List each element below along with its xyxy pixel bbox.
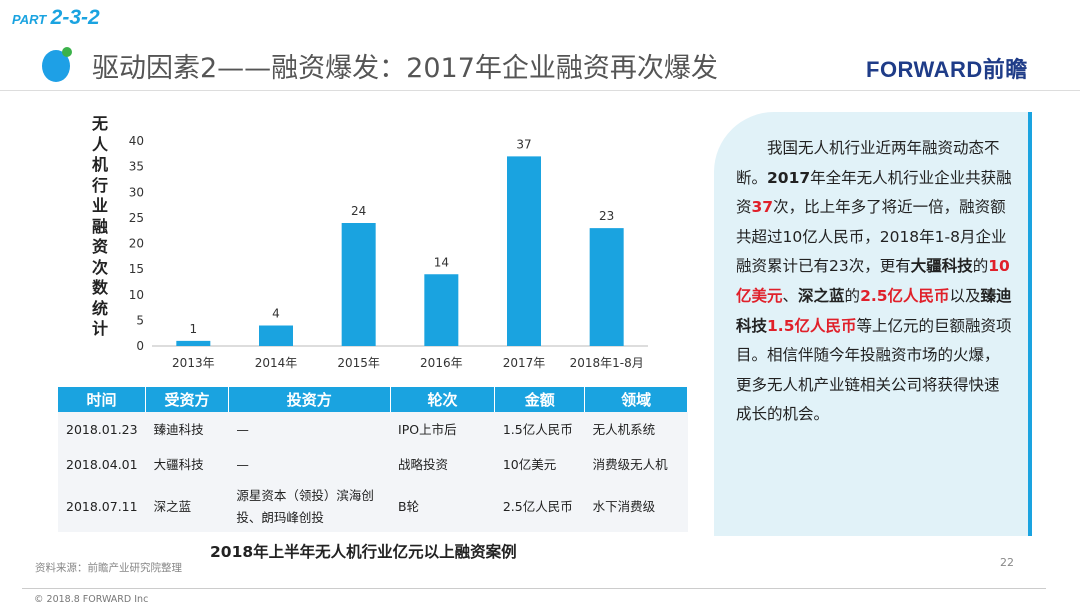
table-cell: 2018.07.11 [66,499,138,514]
brand-logo: FORWARD前瞻 [866,57,1028,82]
data-label: 4 [272,307,280,321]
table-cell: 2018.04.01 [66,457,138,472]
panel-text-segment: 我国无人机行业近两年融资动态不断。 [736,139,1000,187]
panel-text-segment: 深之蓝 [798,286,845,305]
y-tick-label: 30 [129,185,144,199]
part-label: PART 2-3-2 [12,6,100,30]
y-tick-label: 40 [129,134,144,148]
column-header: 时间 [58,387,147,412]
bar-2 [341,223,376,346]
table-row: 2018.04.01 大疆科技 — 战略投资 10亿美元 消费级无人机 [58,448,688,482]
x-tick-label: 2013年 [172,356,215,370]
part-number: 2-3-2 [50,6,100,29]
x-tick-label: 2014年 [255,356,298,370]
chart-ylabel: 无人机行业融资次数统计 [91,114,108,338]
data-label: 24 [351,204,366,218]
data-label: 37 [516,137,531,151]
panel-text-segment: 大疆科技 [910,257,973,276]
page-title: 驱动因素2——融资爆发：2017年企业融资再次爆发 [92,53,718,84]
column-header: 受资方 [145,387,229,412]
table-cell: — [236,422,249,437]
x-tick-label: 2017年 [503,356,546,370]
table-cell: 无人机系统 [592,422,656,437]
table-row: 2018.07.11 深之蓝 源星资本（领投）滨海创投、朗玛峰创投 B轮 2.5亿人民币… [58,482,688,532]
summary-panel: 我国无人机行业近两年融资动态不断。2017年全年无人机行业企业共获融资37次，比… [714,112,1032,536]
panel-text-segment: 1.5亿人民币 [767,316,857,335]
column-header: 金额 [494,387,586,412]
table-cell: 1.5亿人民币 [502,422,573,437]
bar-0 [176,340,211,346]
bar-5 [589,228,624,346]
table-cell: IPO上市后 [398,422,457,437]
page-number: 22 [1000,556,1014,569]
panel-text-segment: 的 [844,286,861,305]
table-cell: 消费级无人机 [592,457,668,472]
panel-text-segment: 、 [782,286,799,305]
table-cell: 战略投资 [398,457,449,472]
table-cell: 大疆科技 [153,457,204,472]
y-tick-label: 15 [129,262,144,276]
data-label: 1 [190,322,198,336]
panel-text-segment: 的 [972,257,989,276]
column-header: 轮次 [390,387,496,412]
y-tick-label: 10 [129,288,144,302]
x-tick-label: 2018年1-8月 [570,356,644,370]
panel-text-segment: 10亿美元 [736,257,1010,305]
y-tick-label: 20 [129,237,144,251]
panel-text-segment: 37 [751,198,774,217]
table-cell: — [236,457,249,472]
x-tick-label: 2015年 [337,356,380,370]
footer-divider [22,588,1046,589]
column-header: 领域 [584,387,688,412]
table-row: 2018.01.23 臻迪科技 — IPO上市后 1.5亿人民币 无人机系统 [58,412,688,448]
bar-1 [259,325,293,346]
table-cell: 2018.01.23 [66,422,138,437]
table-cell: 臻迪科技 [153,422,204,437]
table-cell: 2.5亿人民币 [502,499,573,514]
panel-text-segment: 年全年无人机行业企业共获融资 [736,168,1012,217]
table-cell: 10亿美元 [502,457,557,472]
panel-text-segment: 臻迪科技 [736,286,1012,335]
source-note: 资料来源：前瞻产业研究院整理 [35,562,182,574]
table-cell: 源星资本（领投）滨海创投、朗玛峰创投 [236,488,374,525]
y-tick-label: 5 [136,313,144,327]
data-label: 14 [434,255,449,269]
data-label: 23 [599,209,614,223]
table-cell: B轮 [398,499,420,514]
bar-4 [507,156,541,346]
header-divider [0,90,1080,91]
panel-text-segment: 以及 [949,286,981,305]
part-prefix: PART [12,12,47,27]
copyright: © 2018.8 FORWARD Inc [34,594,149,605]
bar-chart: 0 5 10 15 20 25 30 35 40 1 2013年 4 2014年 24 2015年 14 201… [129,134,648,370]
y-tick-label: 35 [129,160,144,174]
y-tick-label: 25 [129,211,144,225]
table-cell: 水下消费级 [592,499,656,514]
table-caption: 2018年上半年无人机行业亿元以上融资案例 [210,543,517,561]
x-tick-label: 2016年 [420,356,463,370]
panel-text-segment: 次，比上年多了将近一倍，融资额共超过10亿人民币，2018年1-8月企业融资累计… [736,198,1007,276]
table-cell: 深之蓝 [153,499,192,514]
panel-text-segment: 等上亿元的巨额融资项目。相信伴随今年投融资市场的火爆，更多无人机产业链相关公司将… [736,316,1012,424]
panel-text-segment: 2017 [767,168,811,187]
column-header: 投资方 [228,387,391,412]
financing-table: 时间 受资方 投资方 轮次 金额 领域 2018.01.23 臻迪科技 — IPO上市后 1.5亿… [58,387,688,532]
y-tick-label: 0 [136,339,144,353]
bar-3 [424,274,459,346]
panel-text-segment: 2.5亿人民币 [860,286,950,305]
bullet-logo-leaf-icon [62,47,72,57]
